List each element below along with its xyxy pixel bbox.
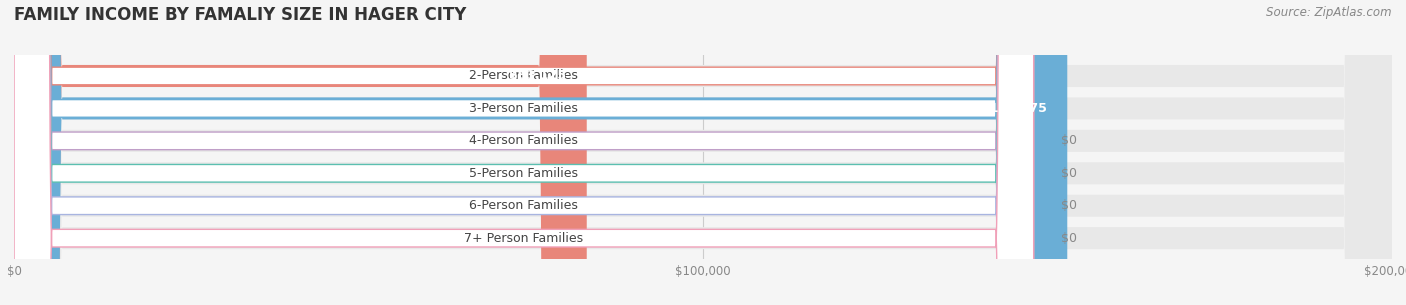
Text: $152,875: $152,875	[981, 102, 1046, 115]
FancyBboxPatch shape	[14, 0, 1033, 305]
FancyBboxPatch shape	[14, 0, 586, 305]
FancyBboxPatch shape	[14, 0, 1392, 305]
FancyBboxPatch shape	[14, 0, 1392, 305]
Text: 3-Person Families: 3-Person Families	[470, 102, 578, 115]
Text: $0: $0	[1062, 232, 1077, 245]
Text: 6-Person Families: 6-Person Families	[470, 199, 578, 212]
Text: $0: $0	[1062, 199, 1077, 212]
FancyBboxPatch shape	[14, 0, 1033, 305]
Text: $0: $0	[1062, 135, 1077, 147]
Text: FAMILY INCOME BY FAMALIY SIZE IN HAGER CITY: FAMILY INCOME BY FAMALIY SIZE IN HAGER C…	[14, 6, 467, 24]
Text: 7+ Person Families: 7+ Person Families	[464, 232, 583, 245]
Text: 4-Person Families: 4-Person Families	[470, 135, 578, 147]
FancyBboxPatch shape	[14, 0, 1033, 305]
Text: $83,125: $83,125	[509, 70, 567, 82]
FancyBboxPatch shape	[14, 0, 1392, 305]
Text: $0: $0	[1062, 167, 1077, 180]
Text: 5-Person Families: 5-Person Families	[470, 167, 578, 180]
FancyBboxPatch shape	[14, 0, 1392, 305]
FancyBboxPatch shape	[14, 0, 1033, 305]
FancyBboxPatch shape	[14, 0, 1392, 305]
FancyBboxPatch shape	[14, 0, 1033, 305]
Text: 2-Person Families: 2-Person Families	[470, 70, 578, 82]
FancyBboxPatch shape	[14, 0, 1067, 305]
FancyBboxPatch shape	[14, 0, 1033, 305]
FancyBboxPatch shape	[14, 0, 1392, 305]
Text: Source: ZipAtlas.com: Source: ZipAtlas.com	[1267, 6, 1392, 19]
